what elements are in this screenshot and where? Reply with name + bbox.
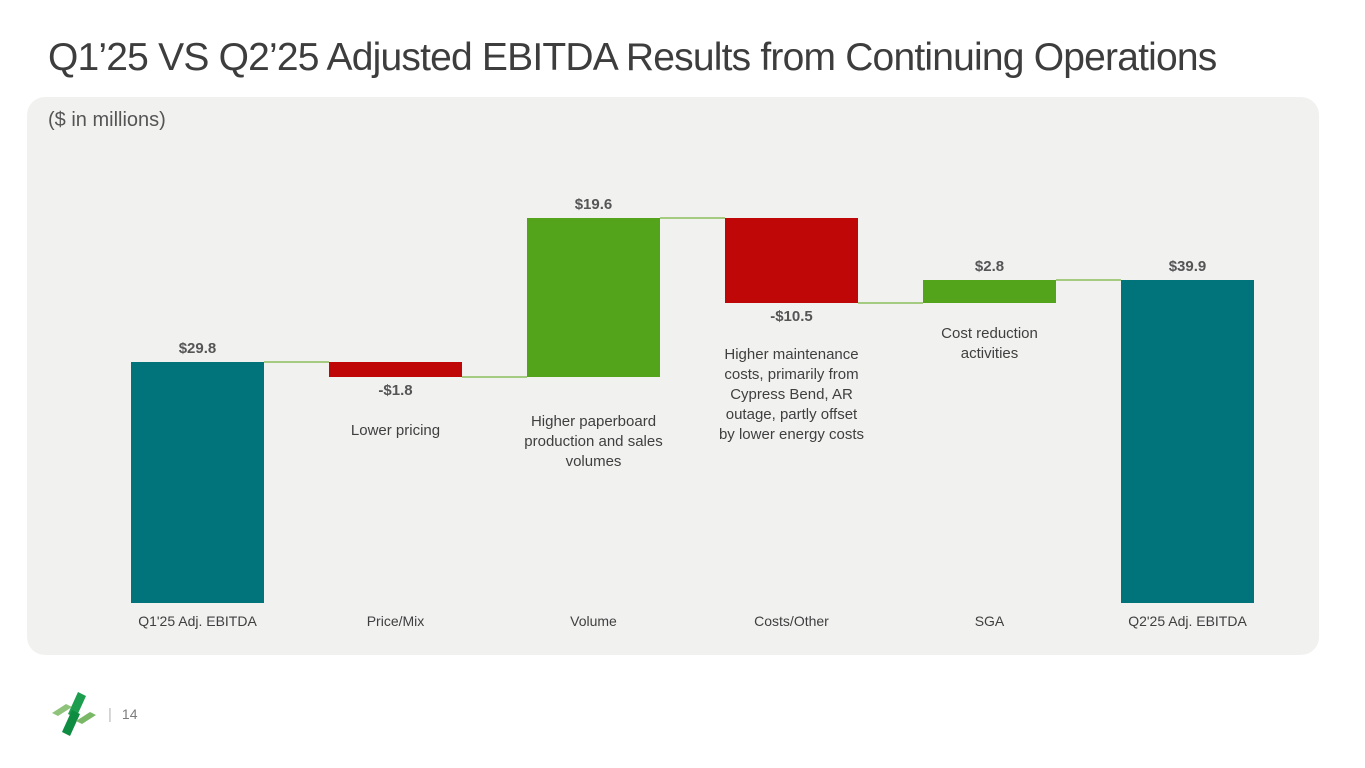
footer-separator: |: [108, 705, 112, 723]
units-note: ($ in millions): [48, 109, 166, 131]
category-label: SGA: [974, 613, 1005, 629]
waterfall-bar-6: [1121, 280, 1254, 603]
bar-annotation: Cost reduction activities: [941, 325, 1038, 362]
bar-value-label: $19.6: [574, 196, 613, 213]
bar-annotation: Higher paperboard production and sales v…: [524, 413, 663, 470]
bar-value-label: $39.9: [1168, 258, 1207, 275]
waterfall-bar-5: [923, 280, 1056, 303]
slide-title: Q1’25 VS Q2’25 Adjusted EBITDA Results f…: [48, 36, 1217, 79]
category-label: Volume: [570, 613, 617, 629]
chart-panel: ($ in millions) $29.8 Q1'25 Adj. EBITDA -$…: [27, 97, 1319, 655]
bar-annotation: Higher maintenance costs, primarily from…: [718, 346, 865, 443]
waterfall-connector: [1056, 279, 1121, 281]
waterfall-connector: [264, 361, 329, 363]
waterfall-connector: [660, 217, 725, 219]
category-label: Q1'25 Adj. EBITDA: [138, 613, 257, 629]
category-label: Q2'25 Adj. EBITDA: [1128, 613, 1247, 629]
waterfall-chart: $29.8 Q1'25 Adj. EBITDA -$1.8 Lower pricing…: [27, 97, 1319, 655]
waterfall-bar-4: [725, 218, 858, 303]
bar-value-label: $2.8: [974, 258, 1005, 275]
page-number: 14: [121, 706, 138, 722]
bar-value-label: -$10.5: [770, 308, 813, 325]
waterfall-bar-3: [527, 218, 660, 377]
waterfall-connector: [462, 376, 527, 378]
waterfall-connector: [858, 302, 923, 304]
category-label: Price/Mix: [366, 613, 425, 629]
slide-footer: | 14: [50, 688, 137, 740]
company-logo-icon: [52, 692, 96, 736]
bar-annotation: Lower pricing: [350, 422, 441, 439]
waterfall-bar-2: [329, 362, 462, 377]
category-label: Costs/Other: [754, 613, 829, 629]
bar-value-label: -$1.8: [378, 382, 413, 399]
waterfall-bar-1: [131, 362, 264, 603]
bar-value-label: $29.8: [178, 340, 217, 357]
